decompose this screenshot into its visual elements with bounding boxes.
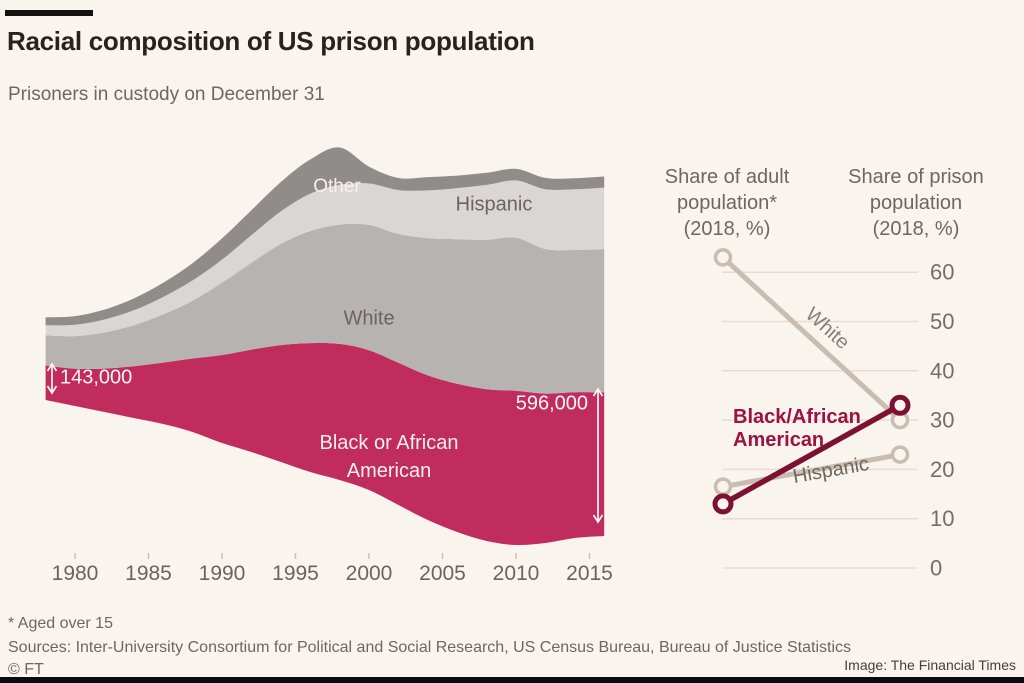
slope-point bbox=[712, 493, 734, 515]
area-label-black: Black or African American bbox=[319, 432, 459, 482]
slope-point bbox=[713, 477, 733, 496]
slope-header-right: Share of prison population (2018, %) bbox=[848, 166, 984, 240]
bottom-black-bar bbox=[0, 677, 1024, 683]
slope-point bbox=[890, 445, 910, 464]
image-credit: Image: The Financial Times bbox=[844, 657, 1016, 673]
x-tick-label: 2000 bbox=[346, 562, 393, 585]
area-label-hispanic: Hispanic bbox=[455, 193, 533, 216]
slope-lines bbox=[712, 248, 911, 515]
area-white bbox=[45, 223, 605, 394]
sources-line: Sources: Inter-University Consortium for… bbox=[8, 639, 852, 656]
page-subtitle: Prisoners in custody on December 31 bbox=[8, 84, 325, 105]
x-tick-label: 2010 bbox=[493, 562, 540, 585]
x-tick-label: 1985 bbox=[125, 562, 172, 585]
stream-annotation-arrows bbox=[46, 362, 604, 524]
slope-line-black-african-american bbox=[720, 402, 903, 507]
ft-top-rule bbox=[5, 10, 93, 16]
slope-line-hispanic bbox=[720, 452, 903, 490]
x-tick-label: 2005 bbox=[419, 562, 466, 585]
area-hispanic bbox=[45, 180, 605, 337]
x-tick-label: 1995 bbox=[272, 562, 319, 585]
area-label-white: White bbox=[343, 307, 395, 330]
annotation-start-value: 143,000 bbox=[60, 366, 133, 389]
slope-header-left: Share of adult population* (2018, %) bbox=[664, 166, 790, 240]
area-label-other: Other bbox=[313, 176, 361, 197]
ft-copyright: © FT bbox=[8, 661, 44, 678]
area-black-or-african-american bbox=[45, 342, 605, 546]
slope-label-black-african-american: Black/African American bbox=[733, 406, 861, 451]
annotation-end-value: 596,000 bbox=[515, 392, 588, 415]
y-tick-label: 20 bbox=[930, 457, 954, 482]
footnote: * Aged over 15 bbox=[8, 615, 113, 632]
slope-point bbox=[713, 248, 733, 267]
stream-areas bbox=[45, 147, 605, 546]
x-tick-label: 1980 bbox=[52, 562, 99, 585]
x-tick-label: 2015 bbox=[566, 562, 613, 585]
y-tick-label: 60 bbox=[930, 260, 954, 285]
y-tick-label: 40 bbox=[930, 358, 954, 383]
area-other bbox=[45, 147, 605, 326]
stream-x-axis: 1980 1985 1990 1995 2000 2005 2010 2015 bbox=[52, 553, 613, 585]
y-tick-label: 10 bbox=[930, 506, 954, 531]
slope-line-white bbox=[720, 254, 903, 423]
x-tick-label: 1990 bbox=[199, 562, 246, 585]
page-title: Racial composition of US prison populati… bbox=[7, 26, 535, 56]
y-tick-label: 0 bbox=[930, 556, 942, 581]
y-tick-label: 50 bbox=[930, 309, 954, 334]
y-tick-label: 30 bbox=[930, 408, 954, 433]
slope-point bbox=[889, 394, 911, 416]
slope-grid: 60 50 40 30 20 10 0 bbox=[722, 260, 954, 581]
